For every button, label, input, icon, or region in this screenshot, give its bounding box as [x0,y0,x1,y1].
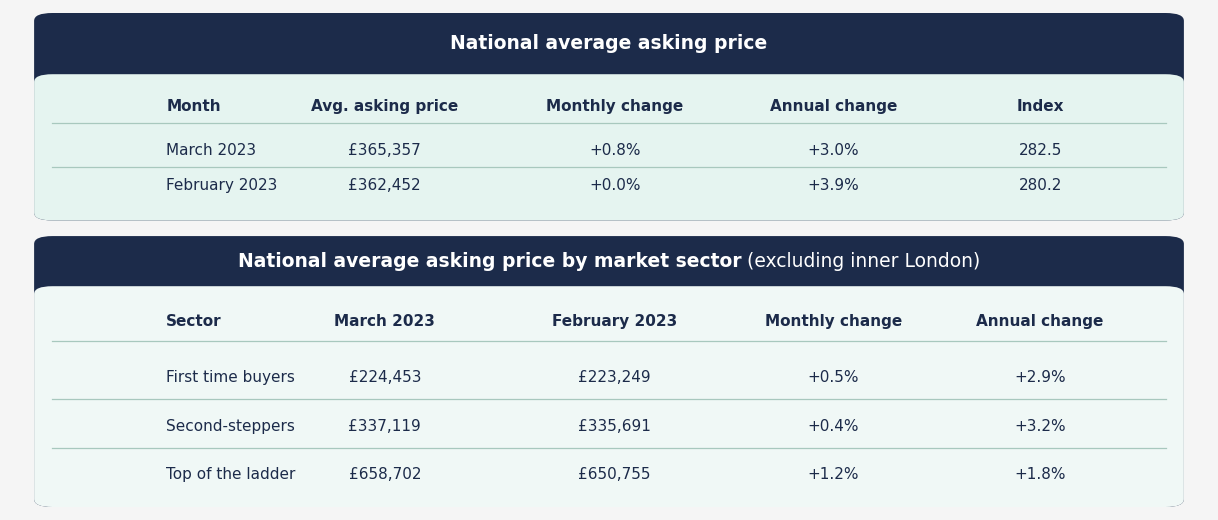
Text: Monthly change: Monthly change [546,99,683,114]
Text: March 2023: March 2023 [167,142,257,158]
Text: National average asking price by market sector: National average asking price by market … [238,252,742,270]
Text: February 2023: February 2023 [552,314,677,329]
Text: +3.0%: +3.0% [808,142,859,158]
Text: £650,755: £650,755 [579,467,650,483]
Text: £658,702: £658,702 [348,467,421,483]
Text: +0.8%: +0.8% [590,142,641,158]
Text: +0.5%: +0.5% [808,370,859,385]
Text: Avg. asking price: Avg. asking price [311,99,458,114]
Text: +1.2%: +1.2% [808,467,859,483]
Text: +2.9%: +2.9% [1015,370,1066,385]
Text: February 2023: February 2023 [167,178,278,193]
Text: +3.2%: +3.2% [1015,419,1066,434]
Text: £335,691: £335,691 [579,419,652,434]
Text: +0.0%: +0.0% [590,178,641,193]
Text: Index: Index [1017,99,1063,114]
Text: Month: Month [167,99,220,114]
Text: £223,249: £223,249 [579,370,652,385]
Text: +0.4%: +0.4% [808,419,859,434]
Text: March 2023: March 2023 [335,314,435,329]
Text: (excluding inner London): (excluding inner London) [742,252,980,270]
Text: National average asking price: National average asking price [451,34,767,53]
Text: £365,357: £365,357 [348,142,421,158]
Text: Top of the ladder: Top of the ladder [167,467,296,483]
Text: Second-steppers: Second-steppers [167,419,295,434]
FancyBboxPatch shape [34,236,1184,507]
Text: Sector: Sector [167,314,222,329]
Text: First time buyers: First time buyers [167,370,295,385]
Text: £337,119: £337,119 [348,419,421,434]
FancyBboxPatch shape [34,74,1184,220]
Text: £362,452: £362,452 [348,178,421,193]
Text: £224,453: £224,453 [348,370,421,385]
Text: +1.8%: +1.8% [1015,467,1066,483]
FancyBboxPatch shape [34,13,1184,220]
Text: Annual change: Annual change [770,99,896,114]
Text: 282.5: 282.5 [1018,142,1062,158]
Text: Monthly change: Monthly change [765,314,901,329]
Text: 280.2: 280.2 [1018,178,1062,193]
Text: +3.9%: +3.9% [808,178,859,193]
FancyBboxPatch shape [34,286,1184,507]
Text: Annual change: Annual change [977,314,1104,329]
